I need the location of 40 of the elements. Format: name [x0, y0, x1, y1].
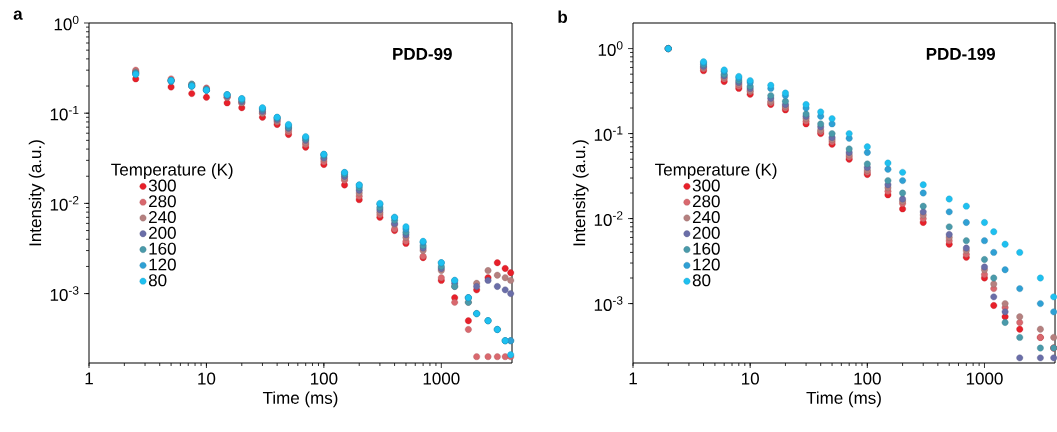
x-tick-label: 10: [742, 372, 759, 385]
legend-label: 240: [692, 211, 720, 224]
legend-title: Temperature (K): [655, 163, 777, 180]
text: PDD-199: [926, 47, 995, 60]
text: PDD-99: [393, 47, 452, 60]
y-tick-label: 10$^{-2}$: [50, 196, 79, 211]
x-axis-title: Time (ms): [806, 391, 881, 408]
legend-title: Temperature (K): [111, 163, 233, 180]
legend-label: 240: [149, 211, 176, 224]
x-tick-label: 1000: [423, 372, 460, 385]
x-tick-label: 100: [310, 372, 338, 385]
legend-label: 200: [149, 226, 176, 239]
legend-label: 300: [692, 179, 720, 192]
legend-label: 80: [692, 274, 711, 287]
legend-label: 120: [693, 258, 720, 271]
x-tick-label: 10: [198, 372, 216, 385]
y-tick-label: 10$^{-1}$: [50, 105, 79, 121]
legend-label: 160: [693, 242, 720, 255]
y-tick-label: 10$^{-2}$: [594, 211, 623, 226]
legend-label: 80: [148, 274, 167, 287]
y-tick-label: 10$^{0}$: [598, 41, 623, 56]
y-tick-label: 10$^{-3}$: [50, 286, 79, 301]
text: a: [13, 10, 23, 20]
x-tick-label: 100: [854, 372, 881, 385]
legend-label: 200: [692, 226, 720, 239]
y-axis-title: Intensity (a.u.): [28, 140, 45, 246]
x-tick-label: 1000: [966, 372, 1003, 385]
legend-label: 280: [149, 195, 176, 208]
y-tick-label: 10$^{0}$: [54, 15, 79, 31]
y-tick-label: 10$^{-3}$: [594, 296, 623, 311]
x-tick-label: 1: [629, 372, 637, 385]
x-axis-title: Time (ms): [262, 391, 338, 408]
legend-label: 300: [148, 179, 176, 192]
y-axis-title: Intensity (a.u.): [572, 140, 589, 246]
legend-label: 120: [149, 258, 176, 271]
x-tick-label: 1: [85, 372, 93, 385]
legend-label: 160: [149, 242, 176, 255]
text: b: [558, 10, 568, 24]
legend-label: 280: [692, 195, 720, 208]
y-tick-label: 10$^{-1}$: [594, 126, 623, 141]
